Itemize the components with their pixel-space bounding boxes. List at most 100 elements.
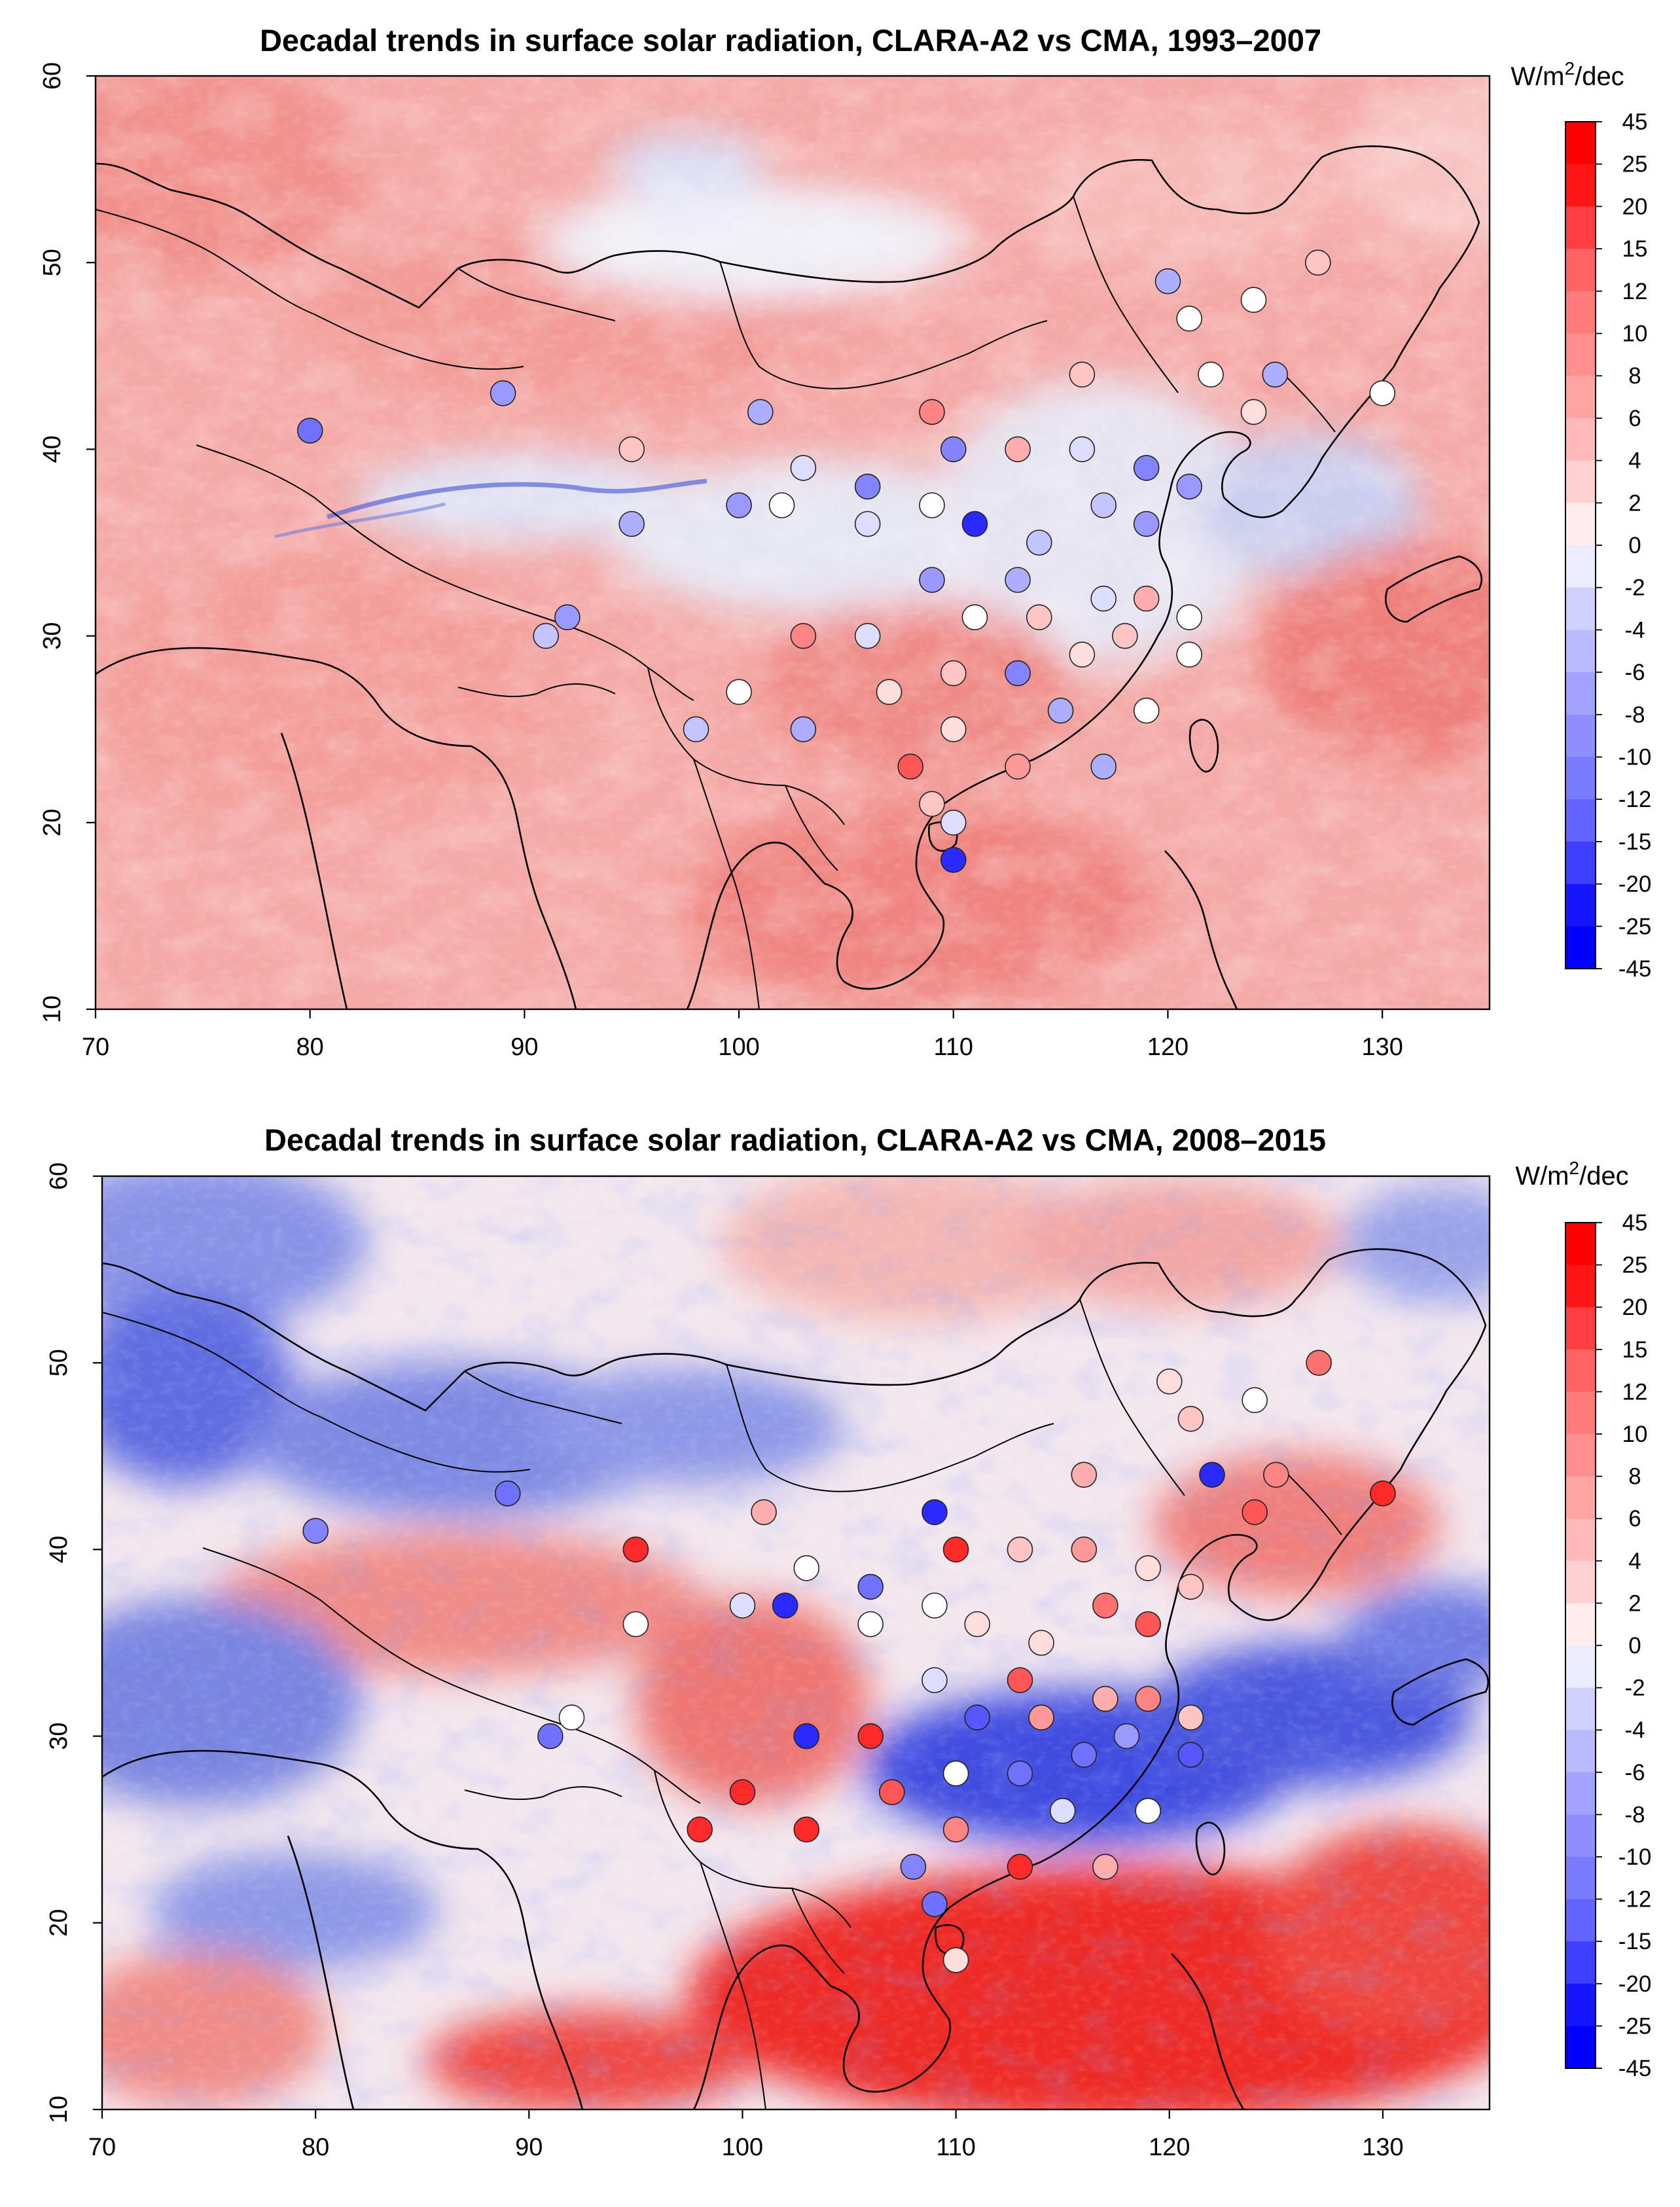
station-marker <box>1005 436 1031 463</box>
station-marker <box>494 1480 521 1507</box>
colorbar-label: 12 <box>1622 1379 1648 1405</box>
y-tick-label: 60 <box>39 62 66 90</box>
colorbar-unit: W/m2/dec <box>1515 1158 1628 1191</box>
station-marker <box>1199 1462 1225 1488</box>
colorbar: W/m2/dec 45252015121086420-2-4-6-8-10-12… <box>1515 1158 1651 2081</box>
colorbar: W/m2/dec 45252015121086420-2-4-6-8-10-12… <box>1510 58 1651 982</box>
station-marker <box>1069 436 1096 463</box>
y-tick-label: 20 <box>39 809 66 836</box>
station-marker <box>940 847 967 873</box>
panel-title: Decadal trends in surface solar radiatio… <box>260 23 1321 58</box>
y-tick-label: 60 <box>45 1162 73 1190</box>
station-marker <box>961 604 988 630</box>
colorbar-label: 15 <box>1622 1337 1648 1363</box>
station-marker <box>857 1573 884 1600</box>
station-markers <box>296 249 1395 873</box>
station-marker <box>729 1779 756 1805</box>
station-marker <box>1049 1797 1076 1824</box>
station-marker <box>790 622 817 649</box>
station-marker <box>772 1592 798 1619</box>
station-marker <box>854 511 881 537</box>
station-marker <box>921 1592 948 1619</box>
colorbar-label: 8 <box>1628 1464 1641 1490</box>
station-marker <box>942 1816 969 1842</box>
station-marker <box>1007 1536 1033 1563</box>
station-marker <box>622 1536 649 1563</box>
station-marker <box>1092 1592 1118 1619</box>
colorbar-segment <box>1565 206 1596 249</box>
station-marker <box>1005 660 1031 687</box>
station-marker <box>900 1854 927 1880</box>
x-tick-label: 130 <box>1361 1033 1403 1061</box>
station-marker <box>879 1779 905 1805</box>
colorbar-label: 0 <box>1628 533 1641 558</box>
station-marker <box>1240 399 1267 425</box>
station-marker <box>1177 1704 1204 1731</box>
station-marker <box>1113 1723 1140 1749</box>
colorbar-label: 4 <box>1628 1549 1641 1574</box>
colorbar-label: 45 <box>1622 109 1648 135</box>
station-marker <box>1005 567 1031 593</box>
station-marker <box>964 1611 990 1638</box>
plot-frame <box>101 1175 1491 2111</box>
x-tick-label: 120 <box>1147 1033 1189 1061</box>
colorbar-label: 8 <box>1628 363 1641 389</box>
y-tick-label: 30 <box>45 1722 73 1749</box>
colorbar-segment <box>1565 1645 1596 1689</box>
colorbar-segment <box>1565 291 1596 334</box>
x-tick-label: 70 <box>88 2134 116 2161</box>
colorbar-label: 0 <box>1628 1633 1641 1659</box>
colorbar-label: 25 <box>1622 1253 1648 1278</box>
station-marker <box>876 679 903 705</box>
panel-title: Decadal trends in surface solar radiatio… <box>264 1122 1326 1157</box>
colorbar-segment <box>1565 1349 1596 1392</box>
colorbar-label: -20 <box>1618 872 1652 897</box>
colorbar-segment <box>1565 757 1596 800</box>
colorbar-segment <box>1565 714 1596 758</box>
station-marker <box>790 716 817 742</box>
station-marker <box>729 1592 756 1619</box>
station-marker <box>1198 361 1224 388</box>
y-tick-label: 20 <box>45 1909 73 1937</box>
country-borders <box>96 196 1336 1009</box>
colorbar-label: 2 <box>1628 1590 1641 1616</box>
station-marker <box>1090 753 1117 780</box>
station-marker <box>1154 268 1181 295</box>
station-marker <box>1071 1462 1098 1488</box>
colorbar-segment <box>1565 1434 1596 1477</box>
station-marker <box>1177 1573 1204 1600</box>
station-marker <box>1176 641 1202 668</box>
colorbar-segment <box>1565 1603 1596 1646</box>
station-marker <box>857 1723 884 1749</box>
colorbar-segment <box>1565 376 1596 419</box>
station-marker <box>1090 585 1117 612</box>
station-marker <box>1092 1685 1118 1712</box>
station-marker <box>1069 641 1096 668</box>
station-marker <box>1135 1611 1161 1638</box>
station-marker <box>942 1760 969 1787</box>
colorbar-label: 20 <box>1622 1295 1648 1320</box>
colorbar-label: -6 <box>1624 660 1645 685</box>
colorbar-label: -45 <box>1618 956 1652 982</box>
station-marker <box>768 492 795 518</box>
station-marker <box>1028 1704 1054 1731</box>
station-marker <box>1262 361 1289 388</box>
colorbar-segment <box>1565 587 1596 630</box>
colorbar-label: -4 <box>1624 617 1645 643</box>
colorbar-segment <box>1565 1265 1596 1308</box>
colorbar-label: 6 <box>1628 1506 1641 1532</box>
station-marker <box>302 1518 329 1544</box>
station-marker <box>919 399 945 425</box>
station-marker <box>558 1704 585 1731</box>
colorbar-segment <box>1565 799 1596 842</box>
station-marker <box>1133 455 1160 481</box>
colorbar-label: -10 <box>1618 1844 1652 1870</box>
colorbar-segment <box>1565 2026 1596 2069</box>
station-marker <box>1306 1350 1332 1376</box>
station-marker <box>1133 511 1160 537</box>
x-tick-label: 90 <box>515 2134 543 2161</box>
station-marker <box>919 791 945 817</box>
station-marker <box>1176 473 1202 500</box>
